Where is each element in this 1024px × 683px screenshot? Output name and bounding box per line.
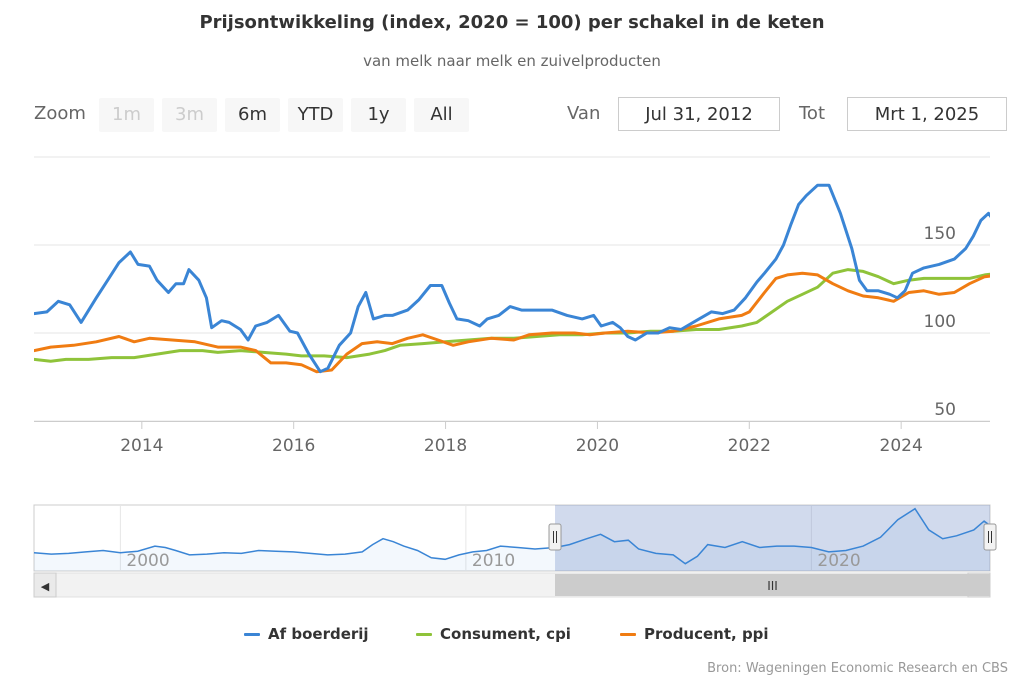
- zoom-all-button[interactable]: All: [414, 98, 469, 132]
- to-date-input[interactable]: Mrt 1, 2025: [847, 97, 1007, 131]
- from-label: Van: [567, 103, 601, 124]
- x-tick-label: 2022: [728, 436, 771, 456]
- scroll-left-arrow-icon: ◀: [41, 580, 50, 593]
- scrollbar-thumb[interactable]: [555, 574, 990, 596]
- to-label: Tot: [799, 103, 826, 124]
- navigator-selection[interactable]: [555, 505, 990, 571]
- legend-item-producent-ppi[interactable]: Producent, ppi: [620, 623, 769, 645]
- credits[interactable]: Bron: Wageningen Economic Research en CB…: [707, 661, 1008, 676]
- legend-swatch-icon: [620, 633, 636, 636]
- chart-subtitle: van melk naar melk en zuivelproducten: [363, 52, 661, 70]
- x-tick-label: 2016: [272, 436, 315, 456]
- navigator-tick-label: 2010: [472, 551, 515, 571]
- navigator-tick-label: 2020: [817, 551, 860, 571]
- chart-title: Prijsontwikkeling (index, 2020 = 100) pe…: [199, 12, 825, 33]
- series-line-producent-ppi[interactable]: [34, 271, 1000, 374]
- series-line-consument-cpi[interactable]: [34, 268, 1000, 363]
- x-tick-label: 2024: [880, 436, 923, 456]
- zoom-1y-button[interactable]: 1y: [351, 98, 406, 132]
- navigator-area: [34, 508, 990, 571]
- legend-label: Consument, cpi: [440, 625, 571, 643]
- zoom-3m-button[interactable]: 3m: [162, 98, 217, 132]
- from-date-input[interactable]: Jul 31, 2012: [618, 97, 780, 131]
- y-tick-label: 100: [924, 312, 956, 332]
- legend-label: Producent, ppi: [644, 625, 769, 643]
- zoom-label: Zoom: [34, 103, 86, 124]
- zoom-ytd-button[interactable]: YTD: [288, 98, 343, 132]
- series-line-af-boerderij[interactable]: [34, 183, 1000, 374]
- zoom-1m-button[interactable]: 1m: [99, 98, 154, 132]
- legend-swatch-icon: [416, 633, 432, 636]
- navigator-left-handle[interactable]: [548, 523, 562, 551]
- series-layer: [34, 183, 1000, 374]
- scrollbar-left-button[interactable]: [33, 572, 57, 598]
- zoom-6m-button[interactable]: 6m: [225, 98, 280, 132]
- legend-label: Af boerderij: [268, 625, 369, 643]
- legend-item-af-boerderij[interactable]: Af boerderij: [244, 623, 369, 645]
- navigator-tick-label: 2000: [126, 551, 169, 571]
- legend-item-consument-cpi[interactable]: Consument, cpi: [416, 623, 571, 645]
- navigator-frame: [33, 504, 991, 572]
- scrollbar-grip-icon: III: [767, 579, 778, 593]
- navigator-right-handle[interactable]: [983, 523, 997, 551]
- legend: Af boerderij Consument, cpi Producent, p…: [0, 623, 1024, 645]
- x-tick-label: 2014: [120, 436, 163, 456]
- y-tick-label: 50: [934, 400, 956, 420]
- legend-swatch-icon: [244, 633, 260, 636]
- x-tick-label: 2018: [424, 436, 467, 456]
- grid-layer: [34, 156, 990, 429]
- navigator-series-line: [33, 507, 991, 565]
- y-tick-label: 150: [924, 224, 956, 244]
- axis-labels: 50 100 150 2014 2016 2018 2020 2022 2024: [120, 224, 956, 456]
- x-tick-label: 2020: [576, 436, 619, 456]
